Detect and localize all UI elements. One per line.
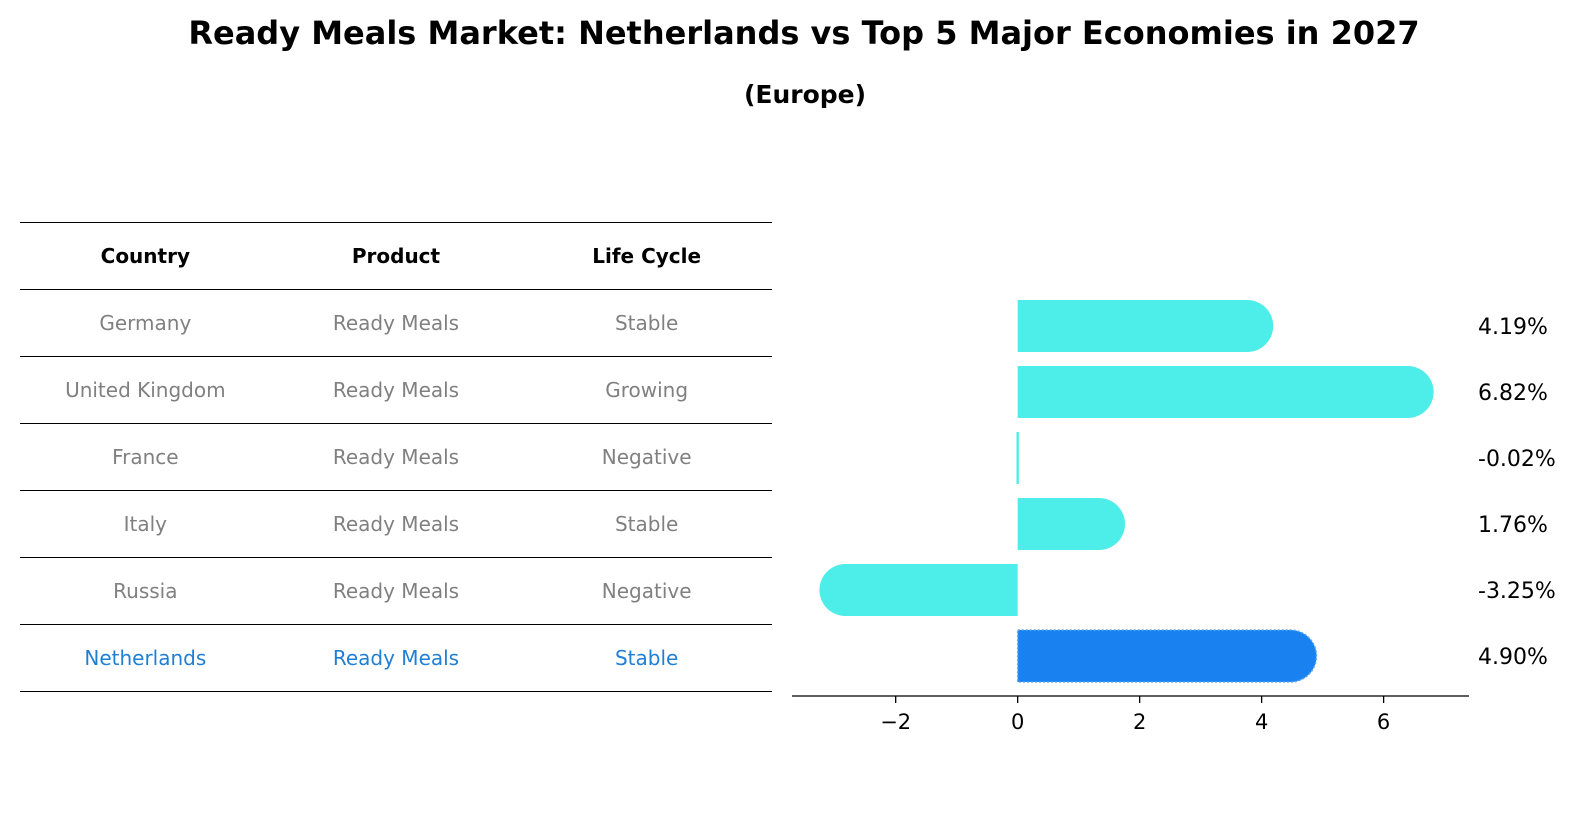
table-row: France Ready Meals Negative [20, 423, 772, 491]
cell-country: Russia [20, 557, 271, 625]
bars-layer [819, 300, 1434, 683]
cell-product: Ready Meals [270, 423, 522, 491]
bar-united-kingdom [1017, 366, 1434, 418]
column-header-product: Product [270, 222, 522, 290]
bar-germany [1017, 300, 1274, 352]
x-tick-label: 4 [1255, 710, 1268, 734]
cell-product: Ready Meals [270, 289, 522, 357]
x-tick-label: 6 [1377, 710, 1390, 734]
cell-life-cycle: Stable [521, 624, 772, 692]
bar-italy [1017, 498, 1126, 550]
cell-life-cycle: Negative [521, 423, 772, 491]
cell-life-cycle: Growing [521, 356, 772, 424]
cell-country: Germany [20, 289, 271, 357]
cell-product: Ready Meals [270, 490, 522, 558]
bar-netherlands [1016, 629, 1318, 683]
x-tick-label: 2 [1133, 710, 1146, 734]
cell-life-cycle: Stable [521, 490, 772, 558]
table-row: Russia Ready Meals Negative [20, 557, 772, 625]
table-row: Germany Ready Meals Stable [20, 289, 772, 357]
cell-country: Netherlands [20, 624, 271, 692]
value-label-france: -0.02% [1478, 447, 1556, 472]
table-row: Italy Ready Meals Stable [20, 490, 772, 558]
market-table-container: Country Product Life Cycle Germany Ready… [20, 222, 772, 692]
cell-country: United Kingdom [20, 356, 271, 424]
value-label-united-kingdom: 6.82% [1478, 381, 1548, 406]
x-axis: −2 0 2 4 6 [792, 695, 1469, 734]
cell-life-cycle: Stable [521, 289, 772, 357]
bar-russia [819, 564, 1018, 616]
cell-product: Ready Meals [270, 356, 522, 424]
table-header-row: Country Product Life Cycle [20, 222, 772, 290]
chart-subtitle: (Europe) [743, 80, 867, 109]
value-labels-layer: 4.19% 6.82% -0.02% 1.76% -3.25% 4.90% [1478, 315, 1556, 670]
bar-france [1016, 432, 1019, 484]
x-tick-label: −2 [880, 710, 911, 734]
cell-country: Italy [20, 490, 271, 558]
cell-country: France [20, 423, 271, 491]
column-header-country: Country [20, 222, 271, 290]
table-row-highlighted: Netherlands Ready Meals Stable [20, 624, 772, 692]
value-label-germany: 4.19% [1478, 315, 1548, 340]
x-tick-label: 0 [1011, 710, 1024, 734]
market-table: Country Product Life Cycle Germany Ready… [20, 222, 772, 692]
value-label-italy: 1.76% [1478, 513, 1548, 538]
cell-product: Ready Meals [270, 624, 522, 692]
table-row: United Kingdom Ready Meals Growing [20, 356, 772, 424]
value-label-netherlands: 4.90% [1478, 645, 1548, 670]
chart-title: Ready Meals Market: Netherlands vs Top 5… [188, 14, 1420, 52]
value-label-russia: -3.25% [1478, 579, 1556, 604]
cell-product: Ready Meals [270, 557, 522, 625]
column-header-life-cycle: Life Cycle [521, 222, 772, 290]
cell-life-cycle: Negative [521, 557, 772, 625]
